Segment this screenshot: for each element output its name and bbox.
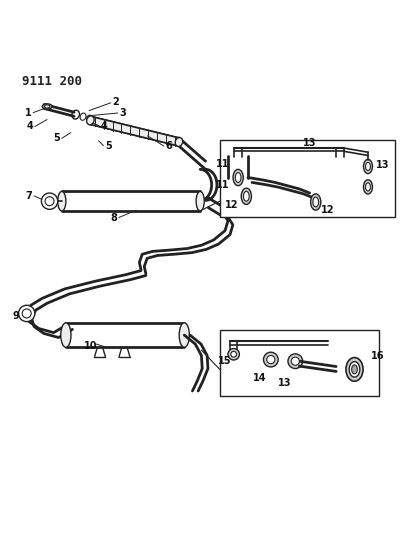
Text: 5: 5 xyxy=(105,141,112,151)
Circle shape xyxy=(42,193,58,209)
Text: 11: 11 xyxy=(216,180,230,190)
Circle shape xyxy=(18,305,35,321)
Text: 12: 12 xyxy=(225,200,239,210)
Text: 2: 2 xyxy=(112,97,119,107)
Text: 4: 4 xyxy=(101,121,108,131)
Text: 4: 4 xyxy=(27,122,33,132)
Ellipse shape xyxy=(233,169,243,185)
Ellipse shape xyxy=(243,191,249,201)
Text: 6: 6 xyxy=(165,141,172,151)
Text: 8: 8 xyxy=(110,213,117,222)
Polygon shape xyxy=(90,116,179,146)
Ellipse shape xyxy=(61,323,71,348)
Text: 11: 11 xyxy=(216,159,230,169)
Circle shape xyxy=(228,349,239,360)
FancyBboxPatch shape xyxy=(220,140,395,217)
Ellipse shape xyxy=(352,365,357,374)
Text: 10: 10 xyxy=(83,341,97,351)
Ellipse shape xyxy=(179,323,189,348)
Circle shape xyxy=(267,356,275,364)
Text: 13: 13 xyxy=(303,138,316,148)
Ellipse shape xyxy=(363,159,372,174)
Circle shape xyxy=(291,357,299,365)
Text: 16: 16 xyxy=(371,351,385,361)
Ellipse shape xyxy=(241,188,252,205)
Ellipse shape xyxy=(365,183,370,191)
Text: 9111 200: 9111 200 xyxy=(22,76,82,88)
Text: 5: 5 xyxy=(53,133,60,143)
Ellipse shape xyxy=(311,194,321,210)
Text: 1: 1 xyxy=(25,108,31,118)
Ellipse shape xyxy=(365,163,370,171)
Ellipse shape xyxy=(349,361,360,377)
FancyBboxPatch shape xyxy=(220,330,379,397)
Ellipse shape xyxy=(58,191,66,211)
Text: 9: 9 xyxy=(13,311,19,321)
Ellipse shape xyxy=(363,180,372,194)
Ellipse shape xyxy=(42,104,52,109)
Circle shape xyxy=(288,354,302,368)
Text: 3: 3 xyxy=(119,108,126,118)
Text: 13: 13 xyxy=(376,160,390,170)
Ellipse shape xyxy=(236,173,241,182)
Circle shape xyxy=(263,352,278,367)
Ellipse shape xyxy=(313,197,319,207)
Text: 13: 13 xyxy=(278,378,292,388)
Ellipse shape xyxy=(87,116,94,125)
Text: 7: 7 xyxy=(26,191,32,201)
Text: 12: 12 xyxy=(321,205,335,215)
Text: 14: 14 xyxy=(253,373,266,383)
Text: 15: 15 xyxy=(218,356,232,366)
Ellipse shape xyxy=(346,358,363,381)
Ellipse shape xyxy=(196,191,204,211)
Circle shape xyxy=(231,351,236,357)
Ellipse shape xyxy=(175,138,183,147)
